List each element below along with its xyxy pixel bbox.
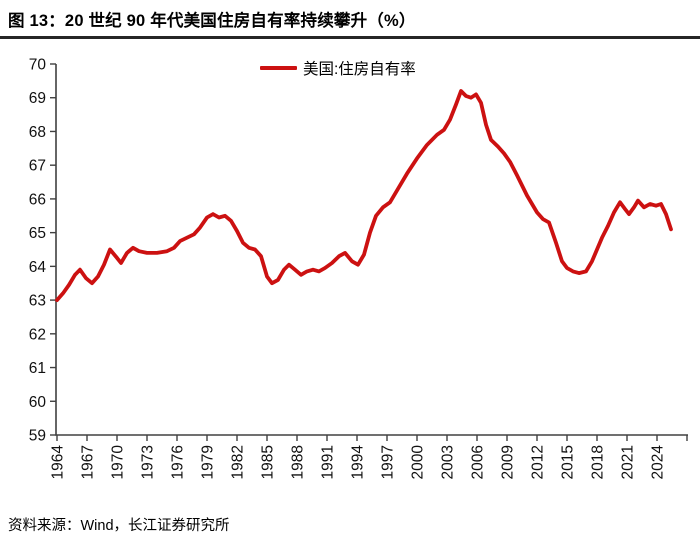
- x-tick-label: 2018: [590, 445, 607, 479]
- figure-title: 图 13：20 世纪 90 年代美国住房自有率持续攀升（%）: [8, 12, 416, 30]
- x-tick-label: 2015: [560, 445, 577, 479]
- x-tick-label: 1967: [80, 445, 97, 479]
- x-tick-label: 1994: [350, 445, 367, 480]
- x-tick-label: 1964: [50, 445, 67, 480]
- y-tick-label: 70: [29, 57, 47, 74]
- x-tick-label: 1997: [380, 445, 397, 479]
- axis-lines: [55, 64, 688, 436]
- x-tick-label: 1991: [320, 445, 337, 479]
- x-tick-label: 2003: [440, 445, 457, 479]
- y-tick-label: 60: [29, 394, 47, 411]
- y-tick-label: 61: [29, 360, 46, 377]
- x-tick-label: 1973: [140, 445, 157, 479]
- source-note: 资料来源：Wind，长江证券研究所: [8, 518, 230, 534]
- x-tick-label: 1979: [200, 445, 217, 479]
- x-tick-label: 2012: [530, 445, 547, 479]
- x-tick-label: 1982: [230, 445, 247, 479]
- y-tick-label: 68: [29, 124, 46, 141]
- x-tick-label: 2000: [410, 445, 427, 480]
- y-tick-label: 69: [29, 90, 46, 107]
- legend-series-label: 美国:住房自有率: [303, 61, 416, 78]
- x-tick-label: 1970: [110, 445, 127, 480]
- x-tick-label: 2024: [650, 445, 667, 480]
- y-tick-label: 59: [29, 428, 46, 445]
- x-tick-label: 2021: [620, 445, 637, 479]
- title-divider: [0, 36, 700, 39]
- data-line-homeownership-rate: [55, 89, 673, 303]
- x-tick-label: 2009: [500, 445, 517, 479]
- x-tick-label: 1988: [290, 445, 307, 479]
- y-tick-label: 66: [29, 191, 46, 208]
- x-tick-label: 1985: [260, 445, 277, 479]
- legend-line-swatch: [260, 66, 297, 70]
- y-tick-label: 63: [29, 293, 46, 310]
- y-tick-label: 64: [29, 259, 47, 276]
- x-tick-label: 1976: [170, 445, 187, 479]
- x-tick-label: 2006: [470, 445, 487, 479]
- y-tick-label: 62: [29, 326, 46, 343]
- chart-legend: 美国:住房自有率: [260, 57, 416, 79]
- y-tick-label: 67: [29, 158, 46, 175]
- y-tick-label: 65: [29, 225, 46, 242]
